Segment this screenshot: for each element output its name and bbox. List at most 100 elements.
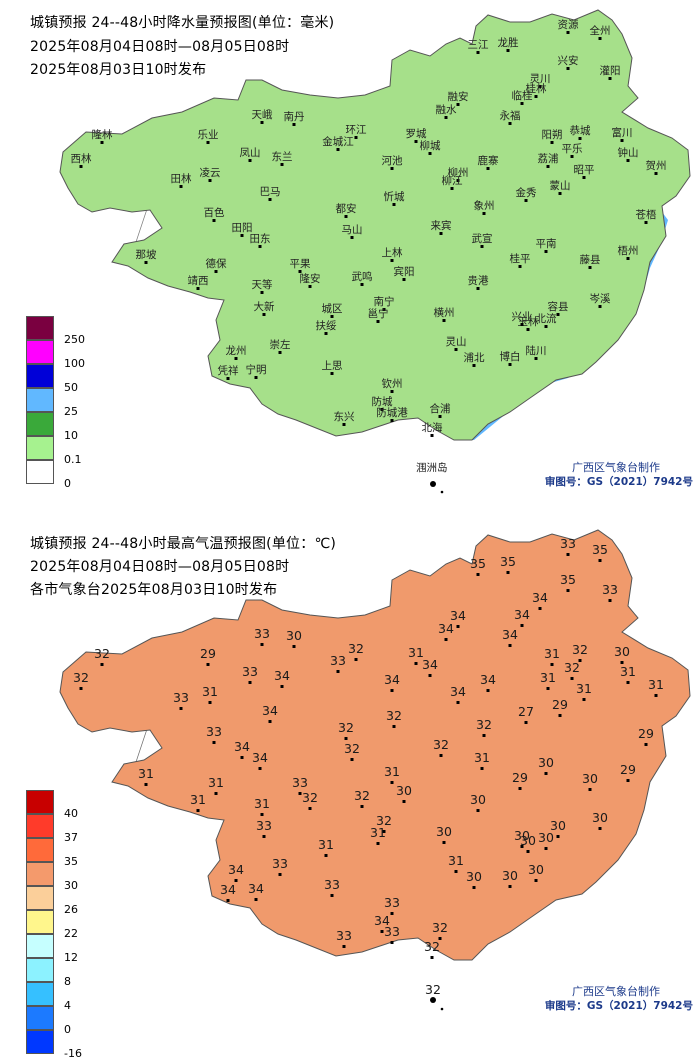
city-marker	[144, 261, 148, 264]
city-marker	[234, 357, 238, 360]
station-marker	[179, 707, 183, 710]
station-marker	[226, 899, 230, 902]
city-marker	[456, 179, 460, 182]
city-label: 大新	[254, 300, 275, 313]
city-marker	[508, 363, 512, 366]
temperature-value: 33	[560, 536, 576, 551]
station-marker	[350, 758, 354, 761]
city-marker	[196, 287, 200, 290]
temp-legend-label: 22	[64, 927, 78, 940]
city-marker	[442, 319, 446, 322]
temperature-value: 30	[396, 783, 412, 798]
city-marker	[414, 140, 418, 143]
city-marker	[476, 287, 480, 290]
temperature-value: 30	[436, 824, 452, 839]
city-label: 资源	[558, 18, 579, 31]
temperature-value: 31	[576, 681, 592, 696]
city-label: 融安	[448, 90, 469, 103]
station-marker	[144, 783, 148, 786]
temperature-value: 34	[262, 703, 278, 718]
city-label: 靖西	[188, 274, 209, 287]
city-label: 东兴	[334, 410, 355, 423]
temp-legend-label: 37	[64, 831, 78, 844]
station-marker	[438, 937, 442, 940]
city-label: 陆川	[526, 344, 547, 357]
station-marker	[544, 847, 548, 850]
station-marker	[392, 725, 396, 728]
station-marker	[480, 767, 484, 770]
city-label: 河池	[382, 154, 403, 167]
station-marker	[430, 956, 434, 959]
city-marker	[308, 285, 312, 288]
temperature-value: 30	[470, 792, 486, 807]
station-marker	[196, 809, 200, 812]
city-label: 藤县	[580, 254, 601, 266]
city-marker	[588, 266, 592, 269]
temperature-value: 34	[450, 608, 466, 623]
temperature-value: 34	[252, 750, 268, 765]
temp-legend-swatch	[26, 814, 54, 838]
city-marker	[402, 278, 406, 281]
temperature-value: 31	[620, 664, 636, 679]
temperature-value: 32	[354, 788, 370, 803]
temperature-value: 35	[592, 542, 608, 557]
temperature-value: 34	[422, 657, 438, 672]
station-marker	[582, 698, 586, 701]
city-marker	[438, 415, 442, 418]
city-marker	[260, 291, 264, 294]
temperature-value: 29	[512, 770, 528, 785]
temperature-value: 32	[572, 642, 588, 657]
station-marker	[324, 854, 328, 857]
station-marker	[644, 743, 648, 746]
temp-map-title: 城镇预报 24--48小时最高气温预报图(单位：℃)	[30, 536, 337, 552]
station-marker	[476, 809, 480, 812]
city-marker	[262, 313, 266, 316]
temperature-value: 33	[384, 924, 400, 939]
station-marker	[578, 659, 582, 662]
station-marker	[534, 879, 538, 882]
city-label: 博白	[500, 350, 521, 363]
station-marker	[354, 658, 358, 661]
temperature-value: 33	[602, 582, 618, 597]
rain-legend-label: 0.1	[64, 453, 82, 466]
city-marker	[598, 305, 602, 308]
city-label: 城区	[322, 303, 343, 315]
city-label: 鹿寨	[478, 154, 499, 167]
temperature-value: 30	[538, 830, 554, 845]
temp-legend-label: -16	[64, 1047, 82, 1060]
temp-legend: 40 37 35 30 26 22 12 8 4 0 -16	[26, 790, 126, 1060]
temperature-value: 31	[370, 825, 386, 840]
rain-forecast-panel: 城镇预报 24--48小时降水量预报图(单位：毫米) 2025年08月04日08…	[0, 0, 700, 520]
city-marker	[439, 232, 443, 235]
temperature-value: 35	[560, 572, 576, 587]
rain-legend-swatch	[26, 364, 54, 388]
city-marker	[556, 313, 560, 316]
city-label: 灵川	[530, 73, 551, 85]
city-marker	[524, 199, 528, 202]
city-label: 马山	[342, 224, 363, 236]
temperature-value: 31	[384, 764, 400, 779]
city-marker	[226, 377, 230, 380]
temperature-value: 33	[206, 724, 222, 739]
city-marker	[324, 332, 328, 335]
city-marker	[330, 372, 334, 375]
city-label: 兴业	[512, 311, 533, 323]
city-marker	[486, 167, 490, 170]
city-marker	[566, 31, 570, 34]
temperature-value: 34	[384, 672, 400, 687]
city-marker	[538, 85, 542, 88]
temp-legend-swatch	[26, 790, 54, 814]
station-marker	[439, 754, 443, 757]
city-label: 上林	[382, 246, 403, 259]
city-label: 柳州	[448, 166, 469, 179]
temperature-value: 31	[318, 837, 334, 852]
temperature-value: 30	[550, 818, 566, 833]
temperature-value: 34	[248, 881, 264, 896]
station-marker	[506, 571, 510, 574]
station-marker	[248, 681, 252, 684]
station-marker	[380, 930, 384, 933]
temperature-value: 33	[256, 818, 272, 833]
city-label: 柳江	[442, 174, 463, 187]
temperature-value: 30	[582, 771, 598, 786]
